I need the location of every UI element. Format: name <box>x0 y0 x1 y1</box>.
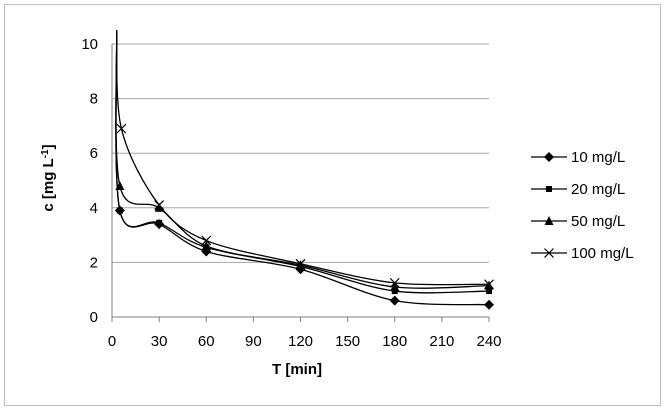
legend-entry-2: 50 mg/L <box>531 213 625 230</box>
legend-marker-3 <box>544 248 554 258</box>
series-group <box>114 30 494 310</box>
y-tick-label-3: 6 <box>90 145 98 162</box>
data-point-1-5 <box>391 288 398 295</box>
legend: 10 mg/L 20 mg/L 50 mg/L 100 mg/L <box>531 149 634 262</box>
series-line-3 <box>116 30 490 286</box>
x-tick-label-2: 60 <box>198 333 215 350</box>
data-point-3-3 <box>201 235 212 246</box>
x-tick-label-8: 240 <box>476 333 501 350</box>
y-tick-label-2: 4 <box>90 200 98 217</box>
y-tick-label-4: 8 <box>90 91 98 108</box>
y-axis-title-main: c [mg L <box>40 158 57 211</box>
x-tick-label-7: 210 <box>429 333 454 350</box>
data-point-3-4 <box>295 258 306 269</box>
x-tick-labels: 0 30 60 90 120 150 180 210 240 <box>108 317 502 350</box>
y-tick-labels: 0 2 4 6 8 10 <box>81 36 98 326</box>
legend-entry-3: 100 mg/L <box>531 245 634 262</box>
legend-label-3: 100 mg/L <box>571 245 634 262</box>
series-line-2 <box>115 30 490 289</box>
x-axis-title: T [min] <box>272 361 322 378</box>
series-2 <box>115 30 494 291</box>
legend-label-0: 10 mg/L <box>571 149 625 166</box>
legend-label-1: 20 mg/L <box>571 181 625 198</box>
grid-lines <box>112 43 489 263</box>
y-tick-label-1: 2 <box>90 254 98 271</box>
data-point-3-6 <box>484 279 494 290</box>
data-point-2-2 <box>154 202 164 212</box>
data-point-1-6 <box>486 288 492 295</box>
data-point-3-1 <box>116 123 127 134</box>
legend-marker-1 <box>546 186 552 192</box>
x-tick-label-3: 90 <box>245 333 262 350</box>
series-1 <box>115 30 492 295</box>
data-point-0-6 <box>484 299 494 310</box>
data-point-2-3 <box>201 241 211 251</box>
series-3 <box>116 30 494 290</box>
data-point-1-2 <box>156 219 163 226</box>
data-point-3-2 <box>154 200 165 210</box>
legend-entry-1: 20 mg/L <box>531 181 625 198</box>
x-tick-label-4: 120 <box>288 333 313 350</box>
y-tick-label-0: 0 <box>90 309 98 326</box>
y-tick-label-5: 10 <box>81 36 98 53</box>
x-tick-label-1: 30 <box>151 333 168 350</box>
axes <box>111 44 489 318</box>
chart-frame <box>4 4 661 406</box>
y-axis-title-sup: -1 <box>40 149 51 158</box>
x-tick-label-6: 180 <box>382 333 407 350</box>
legend-label-2: 50 mg/L <box>571 213 625 230</box>
legend-marker-2 <box>544 216 554 225</box>
data-point-2-4 <box>296 260 305 270</box>
data-point-2-1 <box>115 180 125 190</box>
series-line-1 <box>115 30 490 294</box>
legend-marker-0 <box>544 152 554 162</box>
data-point-0-5 <box>389 295 400 306</box>
data-point-3-5 <box>389 277 400 288</box>
y-axis-title: c [mg L-1] <box>40 144 57 211</box>
y-axis-title-close: ] <box>40 144 57 149</box>
data-point-2-6 <box>484 280 494 290</box>
x-tick-label-0: 0 <box>108 333 116 350</box>
data-point-1-1 <box>116 207 123 214</box>
legend-entry-0: 10 mg/L <box>531 149 625 166</box>
data-point-2-5 <box>390 281 400 291</box>
x-tick-label-5: 150 <box>335 333 360 350</box>
series-line-0 <box>115 30 490 306</box>
